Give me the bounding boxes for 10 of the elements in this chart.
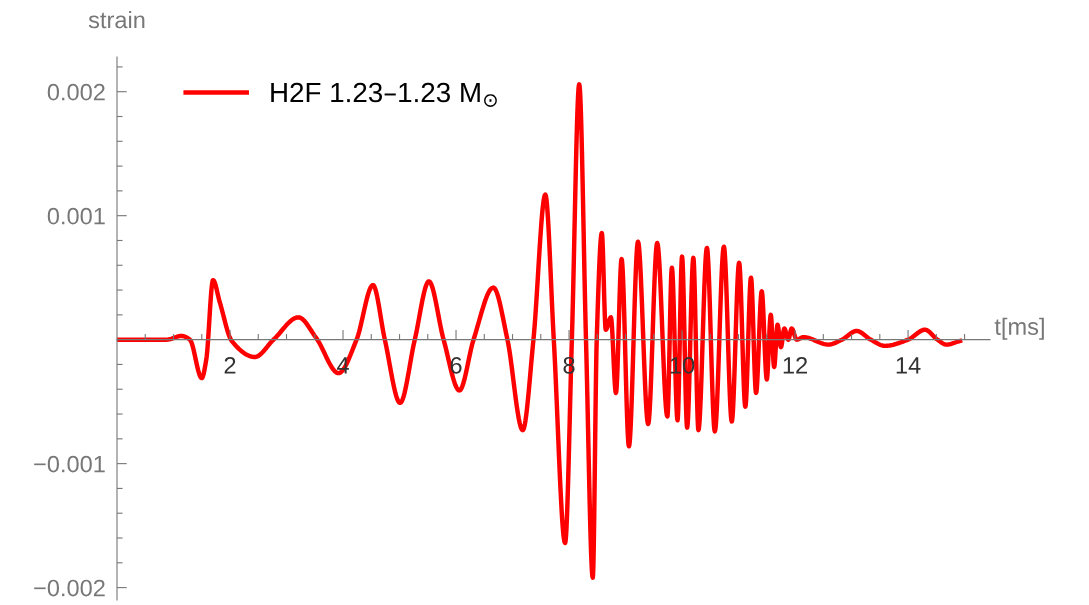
x-tick-label: 2 [224,356,236,374]
y-tick-label: −0.001 [34,455,105,473]
x-tick-label: 14 [896,357,921,374]
legend-label: H2F 1.23–1.23 M$_{⊙}$ [271,82,497,107]
y-tick-label: 0.002 [47,83,105,101]
x-tick-label: 12 [783,356,808,374]
x-axis-title: t[ms] [994,317,1044,340]
y-tick-label: −0.002 [34,579,105,597]
y-axis-title: strain [88,11,145,29]
y-tick-label: 0.001 [47,207,105,225]
